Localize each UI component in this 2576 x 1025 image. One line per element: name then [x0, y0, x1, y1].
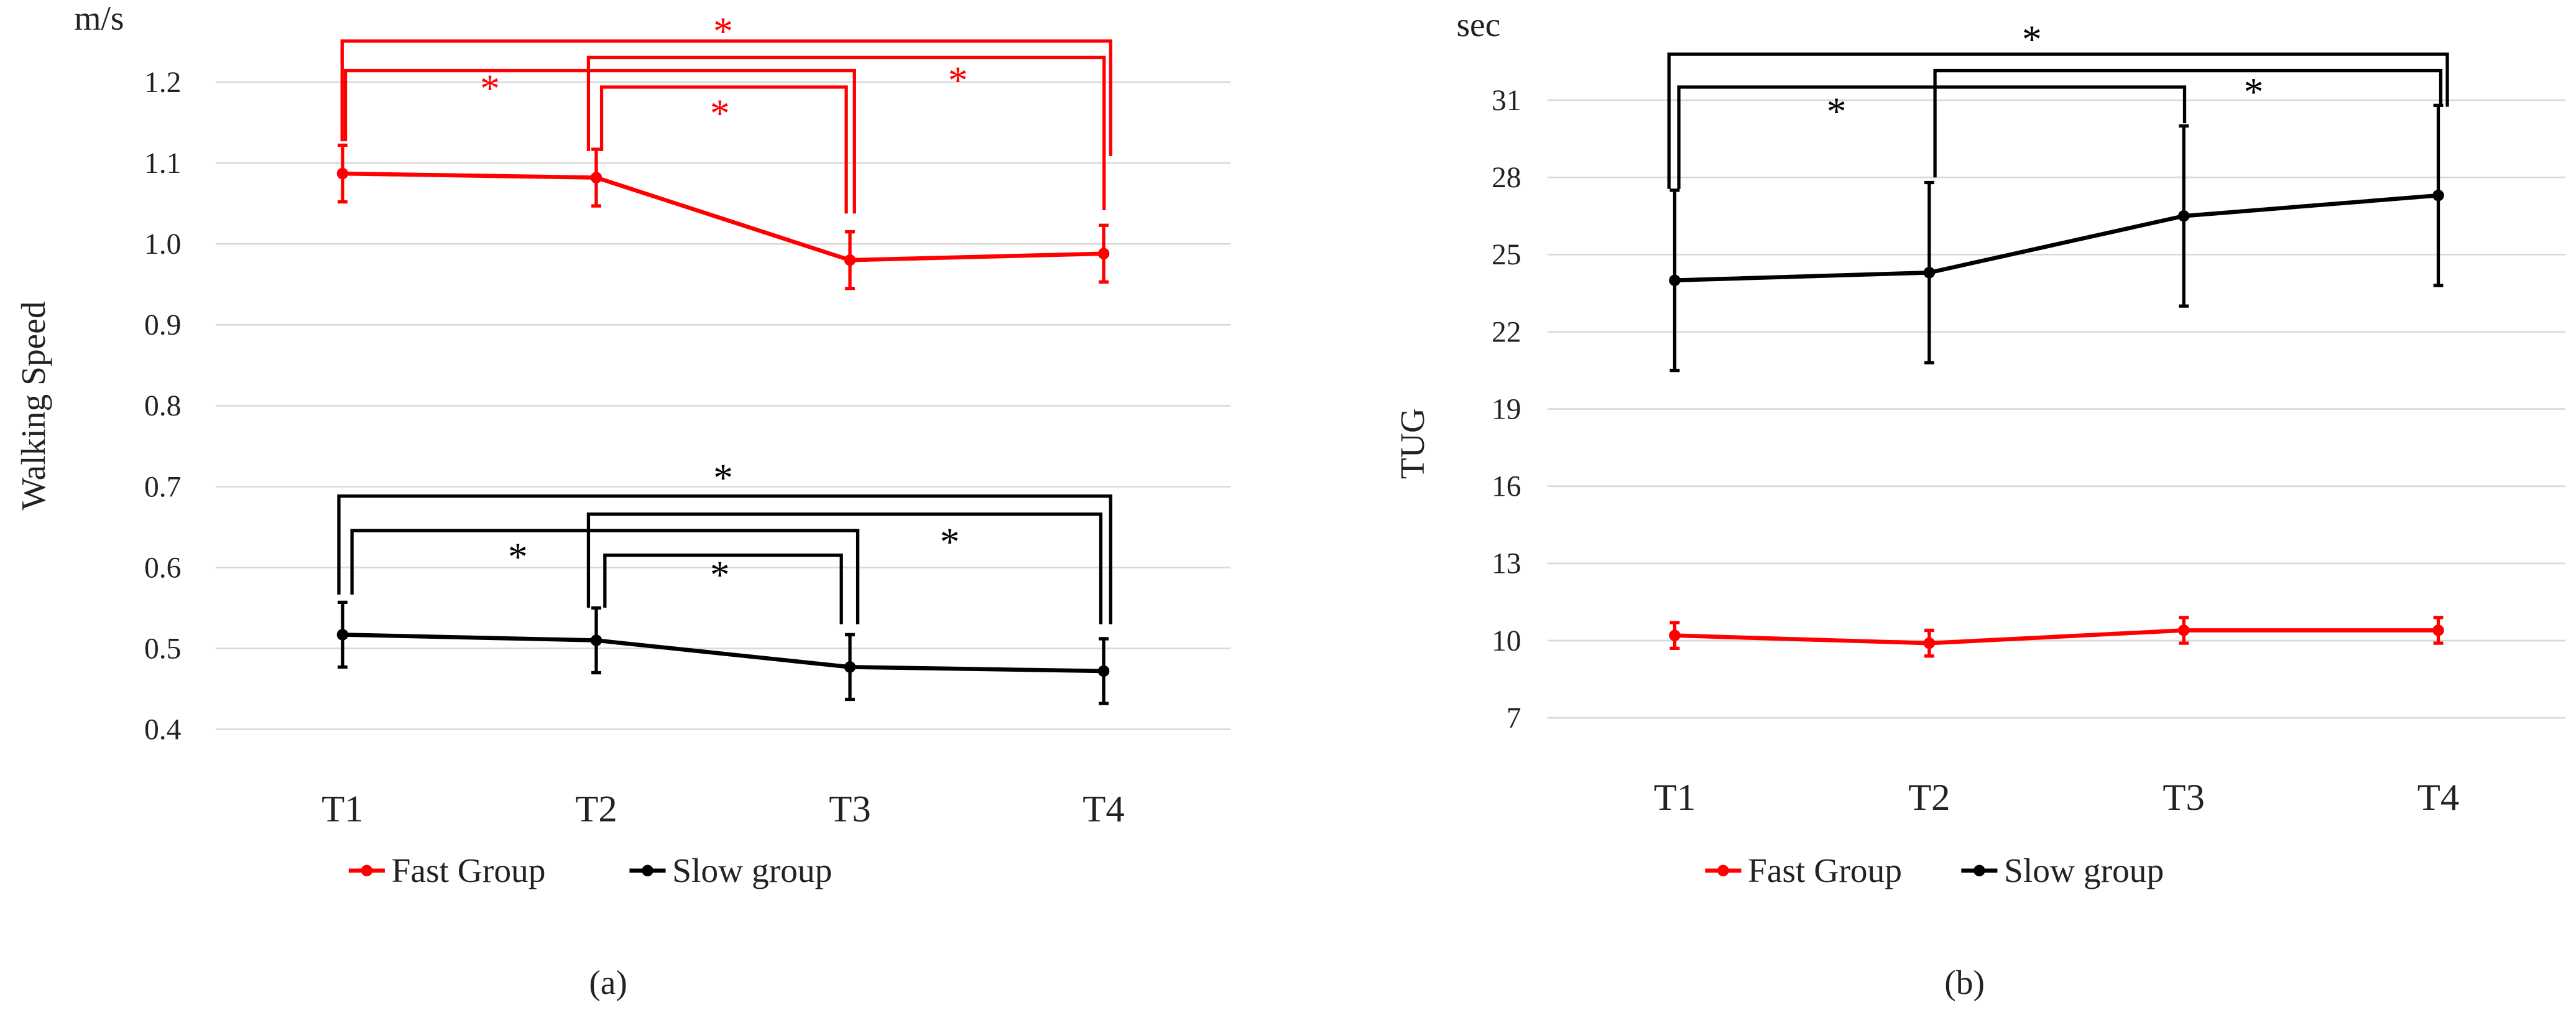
panel-label: (a) — [589, 963, 627, 1001]
panel-label: (b) — [1944, 963, 1985, 1001]
data-point — [590, 634, 602, 646]
y-tick-label: 31 — [1492, 85, 1521, 117]
legend-label: Fast Group — [1748, 851, 1902, 889]
data-point — [2177, 624, 2190, 636]
significance-star: * — [710, 91, 730, 135]
y-axis-label: Walking Speed — [14, 301, 52, 510]
y-tick-label: 13 — [1492, 548, 1521, 580]
significance-star: * — [480, 67, 500, 111]
series-line — [342, 171, 1104, 262]
data-point — [1097, 248, 1110, 260]
legend-label: Slow group — [672, 851, 832, 889]
x-tick-label: T4 — [2417, 777, 2459, 819]
series-line — [1674, 193, 2439, 283]
unit-label: sec — [1456, 6, 1500, 44]
x-tick-label: T2 — [575, 789, 617, 830]
significance-bracket — [603, 554, 843, 624]
significance-star: * — [713, 457, 733, 500]
significance-bracket — [1677, 85, 2187, 189]
data-point — [2432, 189, 2444, 202]
data-point — [1923, 637, 1936, 649]
y-tick-label: 0.5 — [144, 633, 181, 665]
y-tick-label: 0.9 — [144, 309, 181, 341]
significance-star: * — [2022, 18, 2042, 62]
series-line — [1674, 628, 2439, 646]
y-tick-label: 1.2 — [144, 67, 181, 99]
y-tick-label: 1.1 — [144, 147, 181, 180]
unit-label: m/s — [74, 0, 124, 37]
legend-label: Fast Group — [392, 851, 546, 889]
data-point — [844, 254, 856, 266]
data-point — [1923, 267, 1936, 279]
x-tick-label: T1 — [321, 789, 363, 830]
data-point — [2432, 624, 2444, 636]
data-point — [1097, 665, 1110, 677]
significance-bracket — [337, 494, 1112, 624]
y-tick-label: 0.6 — [144, 552, 181, 584]
data-point — [590, 172, 602, 183]
significance-star: * — [710, 553, 730, 596]
y-tick-label: 16 — [1492, 471, 1521, 503]
x-tick-label: T2 — [1908, 777, 1950, 819]
significance-bracket — [1933, 68, 2443, 178]
significance-bracket — [599, 85, 848, 214]
y-tick-label: 28 — [1492, 162, 1521, 194]
significance-bracket — [586, 55, 1106, 211]
significance-star: * — [713, 9, 733, 53]
legend-dot — [1717, 865, 1729, 876]
significance-bracket — [586, 512, 1103, 624]
chart-panel: 7 10 13 16 19 22 25 28 31 T1 T2 T3 T4 sec TUG (b) Fast G… — [1393, 6, 2566, 1001]
series-line — [342, 633, 1104, 674]
significance-star: * — [2244, 70, 2264, 114]
significance-star: * — [1827, 90, 1847, 134]
data-point — [1669, 274, 1681, 286]
y-tick-label: 19 — [1492, 393, 1521, 425]
significance-star: * — [948, 59, 968, 103]
legend-label: Slow group — [2004, 851, 2164, 889]
significance-bracket — [340, 39, 1112, 156]
data-point — [2177, 210, 2190, 222]
significance-bracket — [343, 68, 856, 214]
y-tick-label: 0.7 — [144, 471, 181, 503]
legend-dot — [642, 865, 653, 876]
data-point — [336, 629, 349, 641]
x-tick-label: T3 — [2163, 777, 2204, 819]
significance-bracket — [1667, 52, 2449, 189]
chart-panel: 0.4 0.5 0.6 0.7 0.8 0.9 1.0 1.1 1.2 T1 T2 T3 T4 m/s Wa… — [14, 0, 1231, 1001]
x-tick-label: T4 — [1083, 789, 1124, 830]
y-tick-label: 0.4 — [144, 713, 182, 746]
legend-dot — [361, 865, 373, 876]
y-tick-label: 10 — [1492, 625, 1521, 657]
y-tick-label: 7 — [1507, 702, 1521, 735]
data-point — [844, 661, 856, 673]
y-axis-label: TUG — [1393, 408, 1431, 479]
data-point — [336, 167, 349, 180]
significance-star: * — [940, 521, 960, 564]
y-tick-label: 0.8 — [144, 390, 181, 422]
data-point — [1669, 629, 1681, 641]
x-tick-label: T1 — [1654, 777, 1696, 819]
x-tick-label: T3 — [829, 789, 870, 830]
y-tick-label: 22 — [1492, 316, 1521, 348]
significance-star: * — [508, 535, 528, 578]
y-tick-label: 25 — [1492, 239, 1521, 271]
legend-dot — [1974, 865, 1985, 876]
y-tick-label: 1.0 — [144, 228, 181, 261]
significance-bracket — [350, 529, 860, 624]
